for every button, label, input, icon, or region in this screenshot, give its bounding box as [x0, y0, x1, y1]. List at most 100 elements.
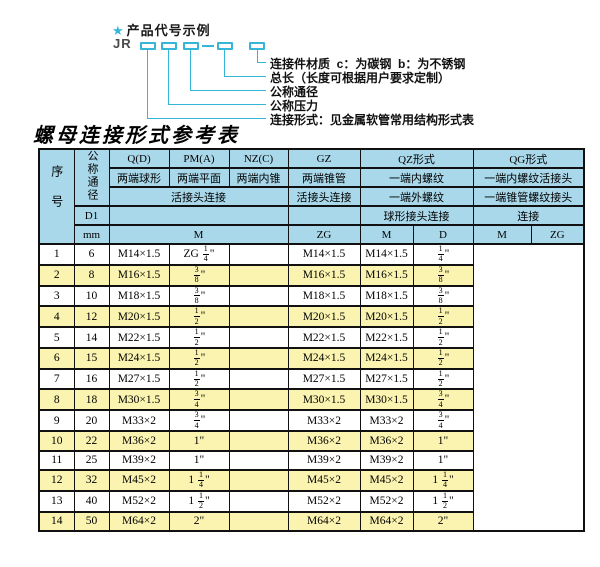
cell-no: 5	[38, 326, 75, 349]
header-qz-connection: 球形接头连接	[359, 205, 474, 226]
header-qz-m: M	[359, 224, 414, 245]
header-qg-desc2: 一端锥管螺纹接头	[472, 186, 585, 207]
header-qg-desc1: 一端内螺纹活接头	[472, 167, 585, 188]
cell-qz-m	[228, 243, 289, 266]
table-row: 11 25 M39×2 1" M39×2 M39×2 1"	[38, 449, 584, 472]
cell-qz-d: M16×1.5	[287, 263, 361, 287]
cell-qg-m: M36×2	[359, 430, 414, 452]
label-total-length: 总长（长度可根据用户要求定制）	[270, 71, 451, 85]
table-row: 4 12 M20×1.5 1 2 " M20×1.5 M20×1.5 1 2 "	[38, 305, 584, 329]
header-row-5: mm M ZG M D M ZG	[39, 224, 585, 245]
cell-m: M52×2	[108, 489, 170, 513]
header-row-4: D1 球形接头连接 连接	[39, 205, 585, 226]
cell-mm: 18	[73, 388, 110, 412]
cell-m: M27×1.5	[108, 367, 170, 391]
cell-qz-m	[228, 409, 289, 433]
cell-qz-d: M20×1.5	[287, 305, 361, 329]
header-serial: 序号	[38, 148, 75, 245]
cell-qg-m: M45×2	[359, 469, 414, 492]
header-m: M	[108, 224, 289, 245]
header-blank-2	[287, 205, 361, 226]
cell-no: 2	[38, 263, 75, 287]
cell-mm: 25	[73, 449, 110, 472]
cell-m: M36×2	[108, 430, 170, 452]
header-gz-connection: 活接头连接	[287, 186, 361, 207]
table-row: 2 8 M16×1.5 3 8 " M16×1.5 M16×1.5 3 8 "	[38, 263, 584, 287]
code-box-3	[183, 42, 199, 50]
header-nz-c-desc: 两端内锥	[228, 167, 289, 188]
table-row: 6 15 M24×1.5 1 2 " M24×1.5 M24×1.5 1 2 "	[38, 346, 584, 370]
star-icon: ★	[112, 23, 125, 38]
cell-qg-zg: 1"	[412, 449, 474, 472]
table-body: 1 6 M14×1.5 ZG 1 4 " M14×1.5 M14×1.5 1 4 " 2 8 M16×1.…	[38, 243, 584, 533]
cell-qg-zg: 1 1 4 "	[412, 469, 474, 492]
cell-qz-m	[228, 430, 289, 452]
cell-qg-zg: 3 8 "	[412, 263, 474, 287]
cell-qg-m: M27×1.5	[359, 367, 414, 391]
cell-qg-zg: 1"	[412, 430, 474, 452]
cell-zg: 3 4 "	[168, 388, 230, 412]
cell-m: M24×1.5	[108, 346, 170, 370]
cell-no: 11	[38, 449, 75, 472]
cell-qz-m	[228, 263, 289, 287]
cell-m: M30×1.5	[108, 388, 170, 412]
cell-qg-zg: 1 4 "	[412, 243, 474, 266]
header-qg-m: M	[472, 224, 532, 245]
cell-qz-d: M30×1.5	[287, 388, 361, 412]
table-row: 3 10 M18×1.5 3 8 " M18×1.5 M18×1.5 3 8 "	[38, 284, 584, 308]
cell-qz-m	[228, 469, 289, 492]
cell-qg-zg: 3 4 "	[412, 388, 474, 412]
header-pm-a: PM(A)	[168, 148, 230, 169]
cell-qz-m	[228, 346, 289, 370]
cell-no: 6	[38, 346, 75, 370]
code-box-1	[140, 42, 156, 50]
connector-line-diameter	[190, 50, 266, 91]
cell-m: M20×1.5	[108, 305, 170, 329]
table-row: 9 20 M33×2 3 4 " M33×2 M33×2 3 4 "	[38, 409, 584, 433]
cell-qz-d: M52×2	[287, 489, 361, 513]
cell-qz-m	[228, 367, 289, 391]
label-connection-form: 连接形式：见金属软管常用结构形式表	[270, 113, 475, 127]
cell-qg-zg: 1 2 "	[412, 367, 474, 391]
cell-m: M33×2	[108, 409, 170, 433]
header-row-2: 两端球形 两端平面 两端内锥 两端锥管 一端内螺纹 一端内螺纹活接头	[39, 167, 585, 188]
cell-qz-m	[228, 388, 289, 412]
cell-qg-zg: 1 2 "	[412, 346, 474, 370]
product-code-prefix: JR	[113, 36, 132, 51]
cell-qg-zg: 1 2 "	[412, 305, 474, 329]
cell-no: 10	[38, 430, 75, 452]
cell-qg-zg: 1 1 2 "	[412, 489, 474, 513]
header-zg: ZG	[287, 224, 361, 245]
cell-m: M39×2	[108, 449, 170, 472]
code-box-4	[217, 42, 233, 50]
header-qg-zg: ZG	[530, 224, 585, 245]
nut-connection-table: 序号 公称通径 Q(D) PM(A) NZ(C) GZ QZ形式 QG形式 两端…	[38, 148, 586, 533]
code-box-2	[161, 42, 177, 50]
cell-mm: 10	[73, 284, 110, 308]
cell-mm: 15	[73, 346, 110, 370]
cell-zg: 1 1 4 "	[168, 469, 230, 492]
cell-zg: 1 2 "	[168, 305, 230, 329]
cell-no: 12	[38, 469, 75, 492]
header-nominal-diameter: 公称通径	[73, 148, 110, 207]
cell-mm: 22	[73, 430, 110, 452]
cell-m: M22×1.5	[108, 326, 170, 349]
table-row: 8 18 M30×1.5 3 4 " M30×1.5 M30×1.5 3 4 "	[38, 388, 584, 412]
cell-zg: 1 2 "	[168, 367, 230, 391]
cell-qg-zg: 3 8 "	[412, 284, 474, 308]
cell-qg-zg: 3 4 "	[412, 409, 474, 433]
cell-qg-m: M14×1.5	[359, 243, 414, 266]
connector-line-form	[147, 50, 266, 119]
product-code-heading: ★ 产品代号示例	[112, 20, 211, 39]
cell-no: 14	[38, 510, 75, 533]
cell-zg: 1 2 "	[168, 346, 230, 370]
cell-qz-m	[228, 326, 289, 349]
cell-qz-d: M64×2	[287, 510, 361, 533]
product-code-heading-text: 产品代号示例	[126, 23, 211, 38]
cell-mm: 6	[73, 243, 110, 266]
cell-zg: 1"	[168, 430, 230, 452]
cell-no: 4	[38, 305, 75, 329]
cell-qg-m: M30×1.5	[359, 388, 414, 412]
cell-qg-m: M33×2	[359, 409, 414, 433]
